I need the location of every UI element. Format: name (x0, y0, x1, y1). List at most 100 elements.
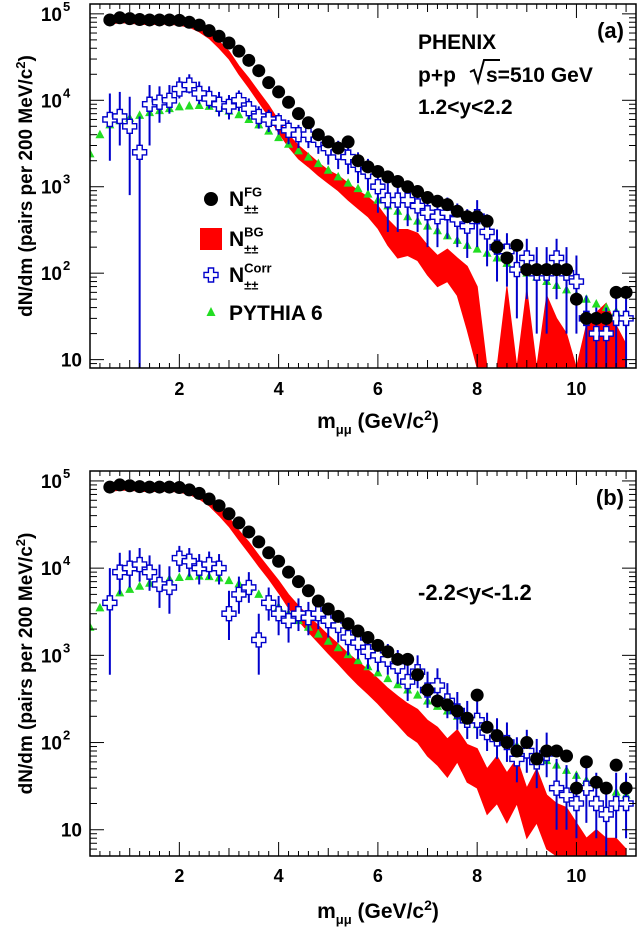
x-tick-label: 4 (274, 379, 284, 399)
fg-point (609, 758, 623, 772)
pythia-point (413, 690, 423, 699)
fg-point (202, 24, 216, 38)
fg-point (450, 204, 464, 218)
fg-point (401, 180, 415, 194)
y-tick-label: 10 (41, 646, 62, 667)
pythia-point (303, 152, 313, 161)
y-tick-label: 10 (41, 734, 62, 755)
corr-point (201, 556, 217, 573)
pythia-point (313, 158, 323, 168)
fg-point (212, 499, 226, 513)
x-axis-label: mμμ (GeV/c2) (317, 897, 439, 927)
pythia-point (353, 655, 363, 665)
fg-point (351, 624, 365, 638)
fg-point (113, 478, 127, 492)
fg-point (440, 698, 454, 712)
corr-point (251, 632, 267, 648)
corr-point (370, 179, 386, 195)
fg-point (560, 749, 574, 763)
fg-point (252, 64, 266, 78)
y-axis-label: dN/dm (pairs per 200 MeV/c2) (13, 55, 37, 317)
fg-point (540, 744, 554, 758)
pythia-point (373, 667, 383, 677)
y-tick-label: 10 (41, 472, 62, 493)
fg-point (103, 480, 117, 494)
corr-point (509, 261, 525, 278)
fg-point (162, 480, 176, 494)
fg-point (341, 135, 355, 149)
fg-point (133, 13, 147, 27)
pythia-point (333, 642, 343, 652)
fg-point (351, 154, 365, 168)
plot-area (90, 11, 634, 368)
fg-point (430, 694, 444, 708)
legend-fg-label: N FG±± (229, 185, 262, 217)
legend-bg-label-sup: BG (244, 225, 264, 240)
corr-point (260, 111, 277, 128)
corr-point (251, 108, 267, 125)
x-tick-label: 6 (373, 379, 383, 399)
annotation-rapidity: -2.2<y<-1.2 (418, 580, 532, 605)
fg-point (301, 116, 315, 130)
corr-point (280, 612, 297, 629)
pythia-point (363, 189, 373, 198)
fg-point (569, 292, 583, 306)
y-tick-label: 10 (41, 5, 62, 26)
fg-point (460, 711, 474, 725)
fg-point (599, 311, 613, 325)
pythia-point (95, 602, 105, 612)
corr-point (548, 250, 565, 266)
corr-point (429, 677, 446, 694)
fg-point (202, 492, 216, 506)
pythia-point (393, 679, 403, 689)
x-tick-label: 4 (274, 866, 284, 886)
pythia-point (234, 109, 244, 119)
fg-point (331, 609, 345, 623)
fg-point (242, 53, 256, 67)
annotation-experiment: PHENIX (418, 31, 496, 54)
corr-point (231, 586, 247, 603)
corr-point (618, 310, 634, 327)
fg-point (540, 263, 554, 277)
fg-point (252, 535, 266, 549)
legend-corr-label-sup: Corr (244, 261, 271, 276)
legend-fg-label-sup: FG (244, 185, 262, 200)
fg-point (430, 194, 444, 208)
pythia-point (323, 636, 333, 645)
pythia-point (274, 132, 284, 142)
y-tick-label-exp: 3 (63, 640, 70, 655)
legend-bg-label-base: N (229, 228, 244, 251)
x-tick-label: 10 (566, 379, 586, 399)
fg-point (291, 107, 305, 121)
pythia-point (353, 183, 363, 193)
fg-point (589, 311, 603, 325)
fg-point (113, 11, 127, 25)
corr-point (568, 273, 585, 290)
legend-pythia-label: PYTHIA 6 (229, 302, 323, 325)
pythia-point (333, 171, 343, 181)
fg-point (272, 554, 286, 568)
plot-frame (89, 470, 637, 857)
corr-point (479, 224, 495, 240)
legend-corr-label-sub: ±± (244, 277, 258, 292)
fg-point (311, 128, 325, 142)
fg-point (391, 174, 405, 188)
bg-band (109, 484, 627, 856)
fg-point (152, 480, 166, 494)
fg-point (341, 617, 355, 631)
fg-point (282, 565, 296, 579)
fg-point (391, 652, 405, 666)
fg-point (262, 546, 276, 560)
fg-point (321, 135, 335, 149)
fg-point (192, 18, 206, 32)
fg-point (480, 214, 494, 228)
fg-point (520, 263, 534, 277)
fg-point (162, 13, 176, 27)
fg-point (490, 240, 504, 254)
fg-point (133, 480, 147, 494)
legend-corr-label: N Corr±± (229, 261, 272, 293)
y-tick-label: 10 (61, 821, 82, 842)
fg-point (599, 781, 613, 795)
legend-corr-marker (203, 267, 219, 283)
fg-point (460, 210, 474, 224)
